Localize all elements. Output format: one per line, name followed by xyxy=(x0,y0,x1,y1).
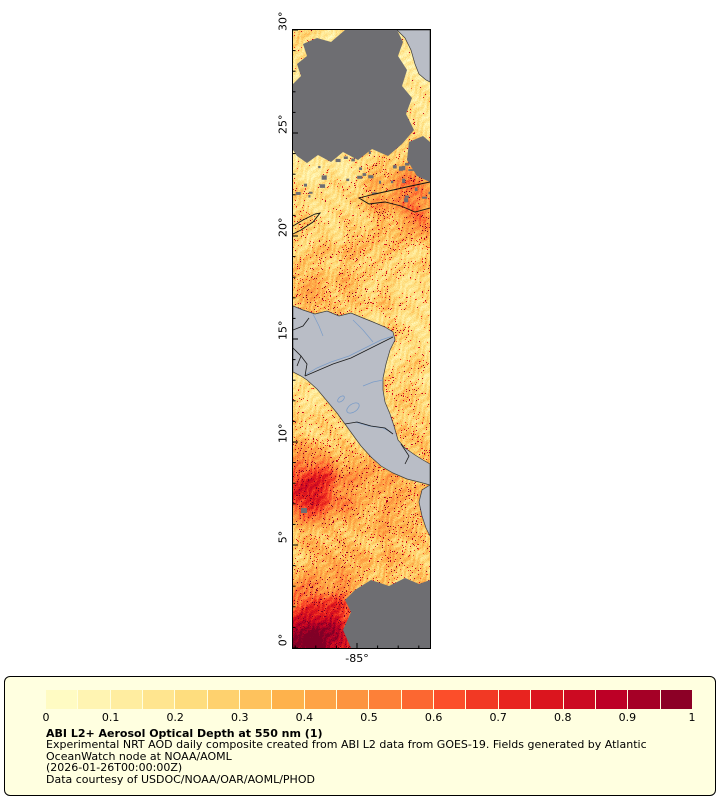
colorbar-tick-label: 0.8 xyxy=(554,711,572,724)
colorbar-tick-label: 0 xyxy=(42,711,50,724)
colorbar-tick-label: 0.2 xyxy=(166,711,184,724)
colorbar-tick-label: 0.7 xyxy=(489,711,507,724)
lat-tick-label: 25° xyxy=(276,114,290,135)
colorbar-segment xyxy=(434,690,466,709)
lon-tick-label: -85° xyxy=(345,652,369,665)
lat-tick-label: 5° xyxy=(276,530,290,544)
legend-panel: 0 0.1 0.2 0.3 0.4 0.5 0.6 0.7 0.8 0.9 1 … xyxy=(4,676,716,796)
colorbar-ticks: 0 0.1 0.2 0.3 0.4 0.5 0.6 0.7 0.8 0.9 1 xyxy=(42,711,696,724)
colorbar-segment xyxy=(337,690,369,709)
lat-tick-label: 15° xyxy=(276,320,290,341)
legend-title: ABI L2+ Aerosol Optical Depth at 550 nm … xyxy=(46,727,323,740)
lat-axis: 30° 25° 20° 15° 10° 5° 0° xyxy=(274,12,292,648)
colorbar-segment xyxy=(628,690,660,709)
colorbar-tick-label: 0.5 xyxy=(360,711,378,724)
colorbar-tick-label: 0.4 xyxy=(295,711,314,724)
colorbar-tick-label: 0.1 xyxy=(101,711,120,724)
colorbar-segment xyxy=(46,690,78,709)
colorbar-segment xyxy=(401,690,434,709)
colorbar-segment xyxy=(466,690,498,709)
colorbar-segment xyxy=(110,690,143,709)
legend-caption: ABI L2+ Aerosol Optical Depth at 550 nm … xyxy=(46,728,647,785)
lat-tick-label: 30° xyxy=(276,11,290,32)
lat-tick-label: 0° xyxy=(276,633,290,647)
legend-caption-line: Data courtesy of USDOC/NOAA/OAR/AOML/PHO… xyxy=(46,772,315,786)
colorbar xyxy=(46,690,692,709)
colorbar-segment xyxy=(207,690,240,709)
legend-caption-line: Experimental NRT AOD daily composite cre… xyxy=(46,738,647,752)
colorbar-segment xyxy=(660,690,692,709)
colorbar-tick-label: 0.3 xyxy=(231,711,249,724)
colorbar-tick-label: 0.6 xyxy=(424,711,443,724)
aod-map-canvas xyxy=(293,30,430,648)
colorbar-segment xyxy=(175,690,207,709)
colorbar-segment xyxy=(498,690,531,709)
colorbar-segment xyxy=(304,690,337,709)
colorbar-segment xyxy=(143,690,175,709)
legend-caption-line: (2026-01-26T00:00:00Z) xyxy=(46,761,183,775)
map-frame xyxy=(292,29,431,649)
colorbar-segment xyxy=(369,690,401,709)
legend-caption-line: OceanWatch node at NOAA/AOML xyxy=(46,749,232,763)
colorbar-segment xyxy=(272,690,304,709)
colorbar-tick-label: 1 xyxy=(688,711,696,724)
colorbar-tick-label: 0.9 xyxy=(618,711,637,724)
colorbar-segment xyxy=(531,690,563,709)
colorbar-segment xyxy=(78,690,110,709)
lat-tick-label: 20° xyxy=(276,217,290,238)
colorbar-segment xyxy=(240,690,272,709)
colorbar-segment xyxy=(595,690,628,709)
colorbar-segment xyxy=(563,690,595,709)
lat-tick-label: 10° xyxy=(276,423,290,444)
